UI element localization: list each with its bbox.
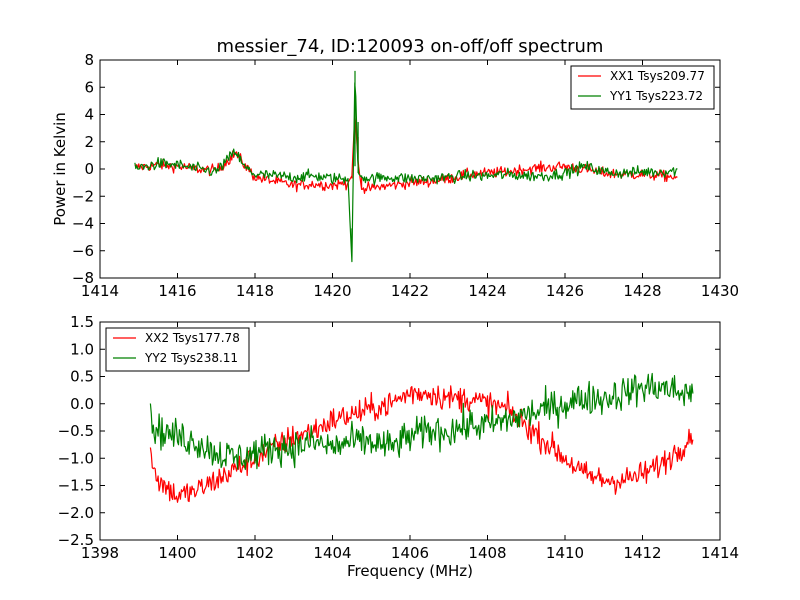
bottom-plot-frame	[99, 321, 721, 541]
y-axis-label: Power in Kelvin	[51, 112, 69, 226]
x-tick-label: 1414	[701, 544, 739, 562]
x-tick-label: 1410	[546, 544, 584, 562]
legend-box	[105, 327, 250, 372]
x-tick-label: 1398	[81, 544, 119, 562]
y-tick-label: −6	[72, 242, 94, 260]
x-tick-label: 1402	[236, 544, 274, 562]
x-tick-label: 1416	[158, 282, 196, 300]
y-tick-label: −2	[72, 187, 94, 205]
y-tick-label: −1.5	[58, 477, 94, 495]
x-tick-label: 1406	[391, 544, 429, 562]
x-tick-label: 1430	[701, 282, 739, 300]
x-tick-label: 1408	[468, 544, 506, 562]
legend-entry-xx2: XX2 Tsys177.78	[145, 331, 240, 345]
x-axis-label: Frequency (MHz)	[347, 562, 473, 580]
bottom-axis-ticks: 1398 1400 1402 1404 1406 1408 1410 1412 1414 −2.5…	[58, 313, 740, 562]
x-tick-label: 1412	[623, 544, 661, 562]
x-tick-label: 1420	[313, 282, 351, 300]
series-line-xx2	[149, 385, 694, 503]
y-tick-label: 1.5	[70, 313, 94, 331]
y-tick-label: 0.5	[70, 368, 94, 386]
bottom-spectrum-panel: 1398 1400 1402 1404 1406 1408 1410 1412 1414 −2.5…	[58, 313, 740, 580]
y-tick-label: 1.0	[70, 340, 94, 358]
top-plot-frame	[99, 59, 721, 279]
y-tick-label: −8	[72, 269, 94, 287]
y-tick-label: 8	[84, 51, 94, 69]
y-tick-label: 0	[84, 160, 94, 178]
y-tick-label: −1.0	[58, 449, 94, 467]
bottom-legend: XX2 Tsys177.78 YY2 Tsys238.11	[105, 327, 250, 372]
x-tick-label: 1414	[81, 282, 119, 300]
y-tick-label: 6	[84, 78, 94, 96]
series-line-yy1	[134, 70, 678, 263]
top-series-group	[134, 70, 678, 263]
y-tick-label: 2	[84, 133, 94, 151]
x-tick-label: 1428	[623, 282, 661, 300]
y-tick-label: 0.0	[70, 395, 94, 413]
y-tick-label: −4	[72, 215, 94, 233]
x-tick-label: 1400	[158, 544, 196, 562]
legend-entry-yy2: YY2 Tsys238.11	[144, 351, 238, 365]
chart-title: messier_74, ID:120093 on-off/off spectru…	[217, 36, 604, 57]
x-tick-label: 1422	[391, 282, 429, 300]
x-tick-label: 1404	[313, 544, 351, 562]
legend-box	[570, 65, 715, 110]
x-tick-label: 1418	[236, 282, 274, 300]
legend-entry-xx1: XX1 Tsys209.77	[610, 69, 705, 83]
y-tick-label: −2.0	[58, 504, 94, 522]
series-line-yy2	[149, 372, 694, 471]
y-tick-label: 4	[84, 106, 94, 124]
y-tick-label: −0.5	[58, 422, 94, 440]
top-spectrum-panel: messier_74, ID:120093 on-off/off spectru…	[51, 36, 739, 300]
x-tick-label: 1424	[468, 282, 506, 300]
legend-entry-yy1: YY1 Tsys223.72	[609, 89, 703, 103]
top-legend: XX1 Tsys209.77 YY1 Tsys223.72	[570, 65, 715, 110]
x-tick-label: 1426	[546, 282, 584, 300]
top-axis-ticks: 1414 1416 1418 1420 1422 1424 1426 1428 1430 −8 −6…	[72, 51, 739, 300]
y-tick-label: −2.5	[58, 531, 94, 549]
bottom-series-group	[149, 372, 694, 503]
